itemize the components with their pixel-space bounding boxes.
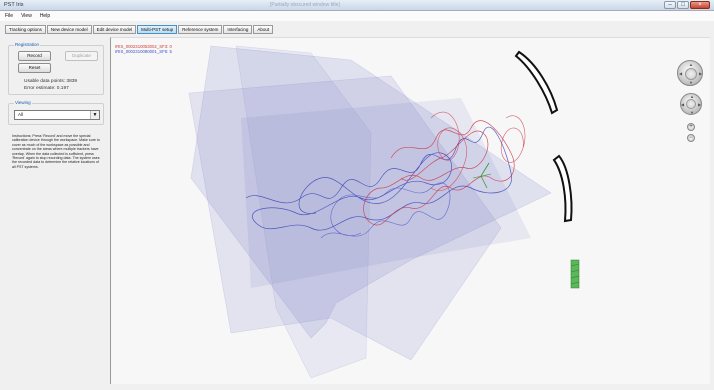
tracker-camera-1 (514, 50, 559, 115)
left-panel: Registration Record Duplicate Reset Usab… (4, 37, 108, 385)
tab-bar: Tracking options New device model Edit d… (5, 25, 274, 34)
menu-view[interactable]: View (21, 13, 32, 19)
viewing-title: Viewing (14, 100, 32, 105)
reference-marker (570, 259, 580, 289)
reset-button[interactable]: Reset (18, 63, 51, 73)
tab-new-device-model[interactable]: New device model (46, 25, 92, 34)
registration-group: Registration Record Duplicate Reset Usab… (8, 42, 104, 95)
menu-file[interactable]: File (5, 13, 14, 19)
tab-interfacing[interactable]: Interfacing (223, 25, 253, 34)
tracker-legend: IRIS_0002310053002_SF3: 0 IRIS_000231008… (115, 44, 172, 54)
title-bar: PST Iris [Partially obscured window titl… (0, 0, 714, 11)
zoom-in-button[interactable]: + (687, 123, 695, 131)
trajectory-red-2 (430, 111, 468, 191)
duplicate-button: Duplicate (65, 51, 98, 61)
legend-tracker-1: IRIS_0002310053002_SF3: 0 (115, 44, 172, 49)
trajectory-blue-2 (320, 182, 451, 239)
usable-data-points: Usable data points: 3839 (24, 79, 78, 84)
trajectory-red-3 (500, 115, 526, 163)
app-title: PST Iris (4, 2, 24, 8)
record-button[interactable]: Record (18, 51, 51, 61)
trajectory-red (363, 120, 515, 226)
pan-arrows-icon (686, 99, 696, 109)
dropdown-arrow-icon[interactable]: ▼ (90, 111, 99, 119)
legend-tracker-2: IRIS_0002310080001_SF5: 5 (115, 49, 172, 54)
tab-multi-pst-setup[interactable]: Multi-PST setup (137, 25, 178, 34)
viewing-selected-value: All (18, 112, 24, 117)
viewing-group: Viewing (8, 100, 104, 125)
window-controls: – □ × (664, 1, 710, 9)
pan-control[interactable]: ▲ ▼ ◀ ▶ (680, 93, 702, 115)
error-estimate: Error estimate: 0.197 (24, 86, 69, 91)
tab-about[interactable]: About (253, 25, 274, 34)
registration-title: Registration (14, 42, 41, 47)
tracker-camera-2 (552, 154, 573, 223)
viewing-select[interactable]: All ▼ (14, 110, 100, 120)
close-button[interactable]: × (690, 1, 710, 9)
zoom-out-button[interactable]: − (687, 134, 695, 142)
minimize-button[interactable]: – (664, 1, 676, 9)
menu-help[interactable]: Help (39, 13, 51, 19)
tracking-scene[interactable] (111, 38, 711, 385)
tab-tracking-options[interactable]: Tracking options (5, 25, 46, 34)
axes-gizmo (472, 162, 492, 189)
window-title: [Partially obscured window title] (270, 2, 340, 8)
menu-bar: File View Help (0, 11, 714, 21)
maximize-button[interactable]: □ (677, 1, 689, 9)
3d-viewport[interactable]: IRIS_0002310053002_SF3: 0 IRIS_000231008… (110, 37, 710, 384)
rotate-control[interactable]: ▲ ▼ ◀ ▶ (677, 60, 703, 86)
arrows-icon (685, 68, 697, 80)
trajectory-blue (245, 126, 512, 231)
instructions-text: Instructions: Press 'Record' and move th… (12, 134, 100, 169)
tab-edit-device-model[interactable]: Edit device model (92, 25, 137, 34)
tracking-volume-2 (188, 75, 502, 361)
tab-reference-system[interactable]: Reference system (178, 25, 223, 34)
